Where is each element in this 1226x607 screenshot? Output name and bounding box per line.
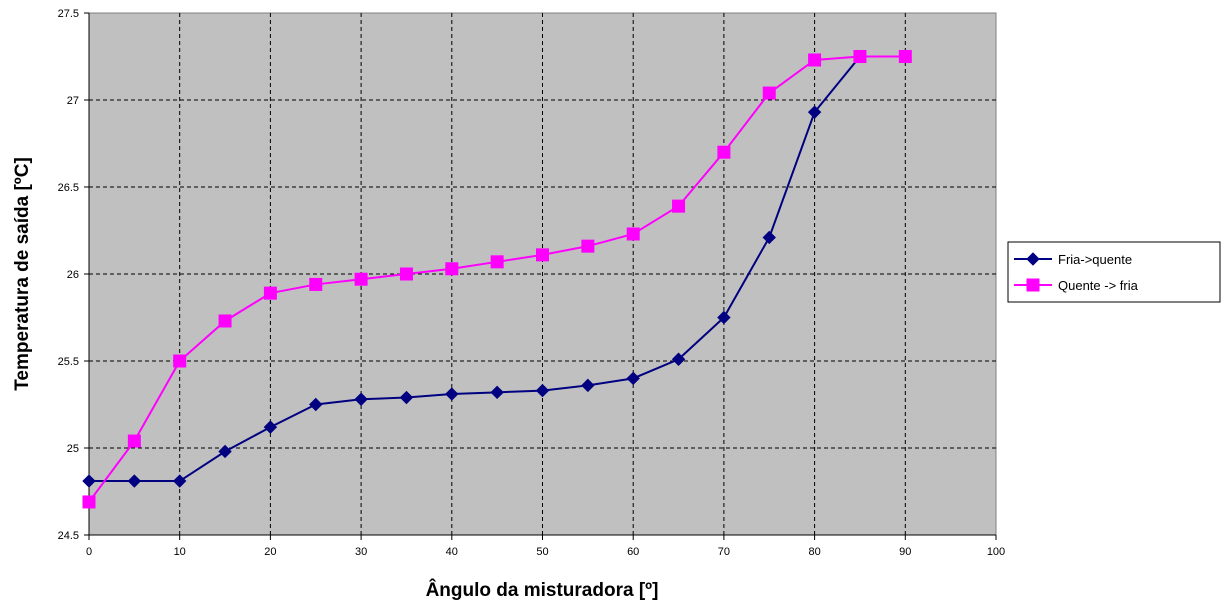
y-tick-label: 25.5	[58, 356, 79, 368]
axis-ticks: 0 10 20 30 40 50 60 70 80 90 100 24.5 25 25.5 26 26.5 27…	[58, 8, 1006, 558]
x-axis-title: Ângulo da misturadora [º]	[426, 579, 659, 601]
data-point	[762, 230, 776, 245]
data-point	[309, 277, 323, 291]
series-layer	[82, 49, 912, 509]
data-point	[127, 434, 141, 448]
data-point	[399, 267, 413, 281]
y-tick-label: 26	[67, 269, 79, 281]
x-tick-label: 30	[355, 546, 367, 558]
legend-marker	[1026, 252, 1040, 266]
legend-label: Fria->quente	[1058, 252, 1132, 267]
y-tick-label: 24.5	[58, 530, 79, 542]
data-point	[445, 387, 459, 401]
y-tick-label: 27.5	[58, 8, 79, 20]
data-point	[263, 420, 278, 434]
data-point	[218, 444, 232, 459]
data-point	[808, 53, 822, 67]
data-point	[354, 272, 368, 286]
data-point	[445, 262, 459, 276]
data-point	[581, 378, 595, 393]
data-point	[309, 397, 323, 412]
legend-marker	[1026, 278, 1040, 292]
data-point	[263, 286, 277, 300]
legend-label: Quente -> fria	[1058, 278, 1139, 293]
data-point	[127, 474, 142, 488]
series-1	[82, 50, 912, 509]
data-point	[536, 248, 549, 262]
x-tick-label: 100	[987, 546, 1005, 558]
data-point	[490, 255, 504, 269]
data-point	[172, 474, 187, 488]
y-tick-label: 25	[67, 443, 79, 455]
y-tick-label: 26.5	[58, 182, 79, 194]
data-point	[853, 50, 867, 63]
legend-box	[1007, 241, 1221, 303]
data-point	[399, 390, 414, 405]
data-point	[626, 227, 640, 241]
data-point	[807, 105, 822, 119]
x-tick-label: 80	[808, 546, 820, 558]
x-tick-label: 50	[536, 546, 548, 558]
x-tick-label: 10	[174, 546, 186, 558]
data-point	[82, 474, 96, 488]
x-tick-label: 0	[86, 546, 92, 558]
data-point	[82, 495, 96, 509]
data-point	[717, 310, 731, 325]
data-point	[581, 239, 595, 253]
grid-lines	[89, 13, 996, 535]
x-tick-label: 70	[718, 546, 730, 558]
data-point	[354, 392, 368, 406]
data-point	[173, 354, 187, 368]
data-point	[218, 314, 232, 328]
y-tick-label: 27	[67, 95, 79, 107]
data-point	[762, 86, 776, 100]
series-line	[89, 55, 861, 483]
data-point	[672, 199, 686, 213]
data-point	[898, 50, 912, 63]
x-tick-label: 60	[627, 546, 639, 558]
data-point	[535, 383, 550, 398]
data-point	[626, 371, 640, 386]
legend: Fria->quente Quente -> fria	[1007, 241, 1221, 303]
x-tick-label: 40	[446, 546, 458, 558]
data-point	[490, 385, 504, 400]
y-axis-title: Temperatura de saída [ºC]	[12, 157, 33, 391]
x-tick-label: 90	[899, 546, 911, 558]
data-point	[671, 352, 686, 366]
data-point	[717, 145, 731, 159]
x-tick-label: 20	[264, 546, 276, 558]
